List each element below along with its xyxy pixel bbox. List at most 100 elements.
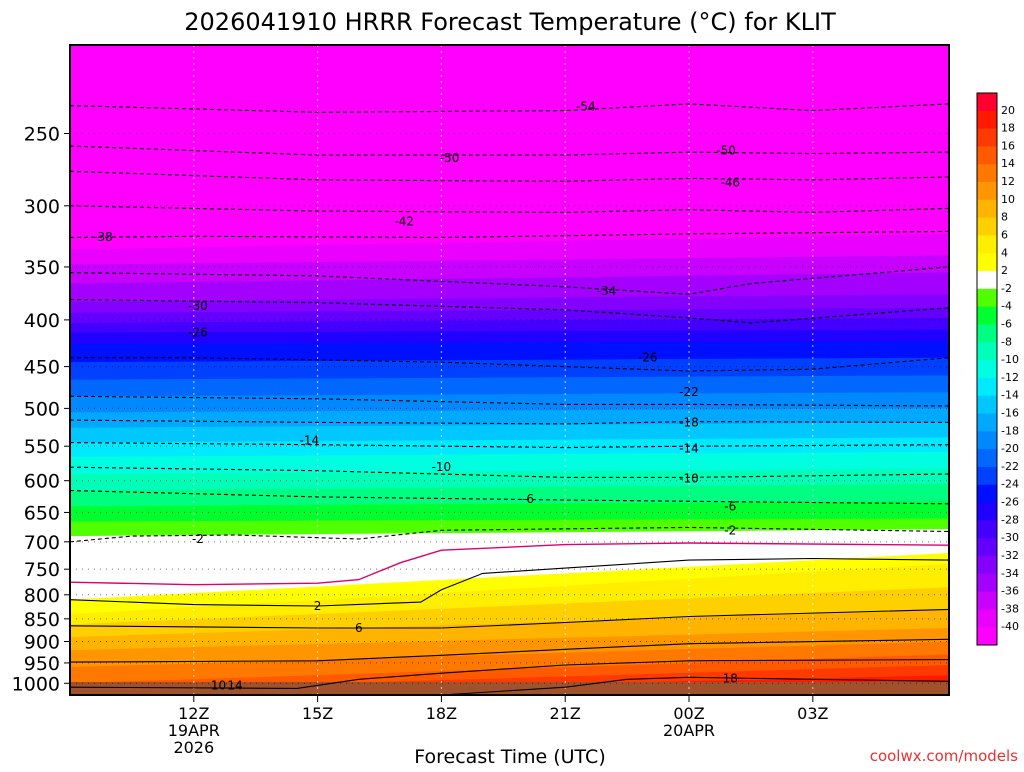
y-tick-label: 1000 (12, 673, 60, 695)
contour-line (69, 298, 950, 324)
colorbar-swatch (977, 627, 997, 646)
y-tick-label: 500 (24, 398, 60, 420)
y-tick-label: 900 (24, 631, 60, 653)
colorbar-label: 4 (1001, 246, 1008, 259)
contour-label: -34 (597, 284, 617, 298)
colorbar-swatch (977, 591, 997, 610)
colorbar-swatch (977, 360, 997, 379)
colorbar-label: -2 (1001, 282, 1012, 295)
colorbar-swatch (977, 520, 997, 539)
colorbar-label: 20 (1001, 104, 1015, 117)
chart-title: 2026041910 HRRR Forecast Temperature (°C… (184, 8, 836, 36)
x-tick-label: 18Z (426, 704, 457, 723)
colorbar-swatch (977, 609, 997, 628)
colorbar-label: -20 (1001, 442, 1019, 455)
x-tick-date: 20APR (663, 721, 715, 740)
ground-surface (70, 682, 949, 695)
contour-line (69, 103, 950, 113)
colorbar-swatch (977, 395, 997, 415)
contour-label: -14 (679, 441, 699, 455)
colorbar-label: -40 (1001, 620, 1019, 633)
colorbar-label: -18 (1001, 424, 1019, 437)
contour-line (69, 526, 950, 543)
contour-line (69, 557, 950, 607)
colorbar-swatch (977, 413, 997, 432)
colorbar-swatch (977, 377, 997, 397)
colorbar-label: 8 (1001, 211, 1008, 224)
colorbar-swatch (977, 573, 997, 593)
x-axis-label: Forecast Time (UTC) (414, 746, 605, 768)
contour-label: -10 (679, 472, 699, 486)
colorbar-swatch (977, 182, 997, 201)
y-tick-label: 700 (24, 532, 60, 554)
contour-line (69, 638, 950, 663)
y-tick-label: 950 (24, 653, 60, 675)
contour-label: -38 (93, 230, 113, 244)
contour-line (69, 659, 950, 689)
contour-label: -42 (394, 214, 414, 228)
colorbar-label: -28 (1001, 513, 1019, 526)
colorbar-swatch (977, 271, 997, 290)
y-tick-label: 300 (24, 196, 60, 218)
contour-label: -22 (679, 385, 699, 399)
contour-line (69, 608, 950, 629)
contour-label: -2 (192, 532, 204, 546)
colorbar-swatch (977, 342, 997, 361)
colorbar-label: -12 (1001, 371, 1019, 384)
colorbar-swatch (977, 288, 997, 308)
contour-label: -50 (716, 144, 736, 158)
contour-label: -2 (724, 523, 736, 537)
x-tick-year: 2026 (173, 738, 214, 757)
contour-line (69, 205, 950, 213)
colorbar-swatch (977, 110, 997, 130)
contour-line (69, 542, 950, 586)
colorbar-label: -30 (1001, 531, 1019, 544)
colorbar-swatch (977, 253, 997, 272)
contour-label: 6 (355, 621, 363, 635)
colorbar-swatch (977, 306, 997, 325)
colorbar-swatch (977, 93, 997, 112)
ground-fill (70, 682, 949, 695)
colorbar-label: -14 (1001, 389, 1019, 402)
y-tick-label: 400 (24, 310, 60, 332)
contour-label: 18 (723, 671, 738, 685)
colorbar-swatch (977, 217, 997, 236)
colorbar-swatch (977, 484, 997, 504)
contour-labels: -54-50-50-46-42-38-34-30-26-26-22-18-14-… (93, 99, 740, 692)
colorbar-swatch (977, 164, 997, 183)
credit-link[interactable]: coolwx.com/models (870, 747, 1018, 765)
y-tick-label: 550 (24, 436, 60, 458)
contour-label: -10 (432, 460, 452, 474)
colorbar-label: 12 (1001, 175, 1015, 188)
x-tick-label: 15Z (302, 704, 333, 723)
colorbar-label: 14 (1001, 157, 1015, 170)
colorbar-swatch (977, 538, 997, 557)
colorbar-swatch (977, 502, 997, 521)
colorbar-swatch (977, 466, 997, 486)
y-tick-label: 650 (24, 502, 60, 524)
colorbar-label: 16 (1001, 139, 1015, 152)
colorbar-label: -16 (1001, 407, 1019, 420)
colorbar-swatch (977, 128, 997, 147)
colorbar-frame (976, 92, 998, 646)
colorbar: 20 18 16 14 12 10 8 6 4 2 -2 -4 -6 -8 -10 -12 -14 -16 -18 -… (976, 92, 1019, 646)
contour-label: 2 (314, 599, 322, 613)
plot-frame (69, 44, 950, 696)
contour-label: -6 (522, 492, 534, 506)
colorbar-label: 6 (1001, 228, 1008, 241)
contour-line (70, 357, 950, 372)
colorbar-label: -10 (1001, 353, 1019, 366)
colorbar-label: -38 (1001, 602, 1019, 615)
colorbar-swatch (977, 199, 997, 219)
x-tick-date: 19APR (168, 721, 220, 740)
colorbar-label: -36 (1001, 585, 1019, 598)
y-tick-label: 250 (24, 123, 60, 145)
colorbar-swatch (977, 146, 997, 165)
y-tick-label: 850 (24, 609, 60, 631)
colorbar-label: -24 (1001, 478, 1019, 491)
x-tick-label: 12Z (178, 704, 209, 723)
colorbar-swatch (977, 449, 997, 468)
y-axis: 2503003504004505005506006507007508008509… (12, 123, 70, 695)
